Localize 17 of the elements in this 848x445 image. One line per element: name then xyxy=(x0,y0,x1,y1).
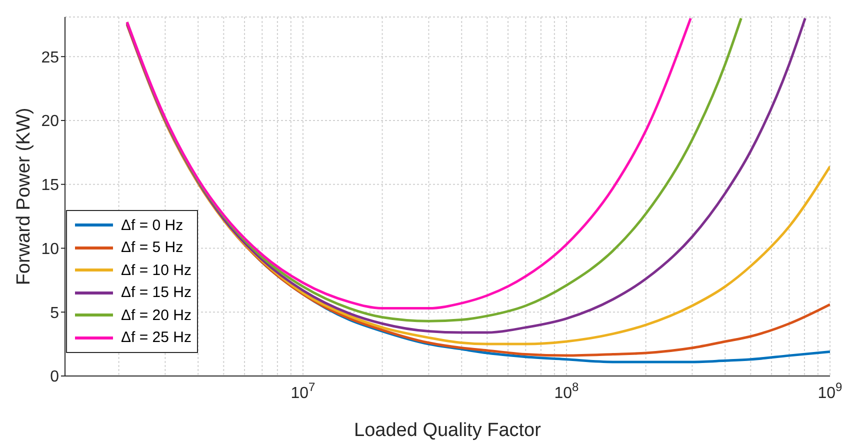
x-tick-label: 10$^{8}$ xyxy=(554,380,580,402)
y-tick-label: 10 xyxy=(41,240,60,258)
legend-label: Δf = 5 Hz xyxy=(121,239,184,256)
x-tick-label: 10$^{7}$ xyxy=(290,380,316,402)
legend-label: Δf = 15 Hz xyxy=(121,284,192,302)
y-tick-label: 25 xyxy=(41,49,60,66)
x-tick-label: 10$^{9}$ xyxy=(818,380,843,402)
x-axis-title: Loaded Quality Factor xyxy=(354,420,542,441)
legend-label: Δf = 10 Hz xyxy=(121,262,192,279)
legend-label: Δf = 0 Hz xyxy=(121,216,184,234)
y-tick-label: 5 xyxy=(50,304,60,322)
y-tick-label: 20 xyxy=(41,113,60,130)
y-axis-title: Forward Power (KW) xyxy=(14,108,35,286)
y-tick-label: 15 xyxy=(41,177,60,194)
legend-label: Δf = 20 Hz xyxy=(121,306,192,324)
legend-label: Δf = 25 Hz xyxy=(121,329,192,346)
y-tick-label: 0 xyxy=(50,368,60,386)
